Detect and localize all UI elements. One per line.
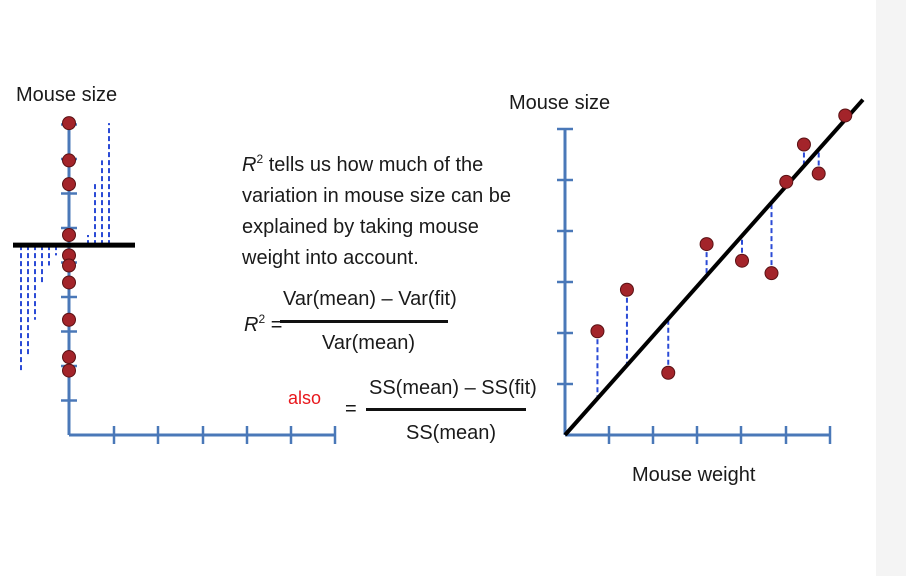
left-data-point <box>62 312 76 327</box>
equation-1-numerator: Var(mean) – Var(fit) <box>283 288 457 310</box>
right-y-axis-title: Mouse size <box>509 92 611 114</box>
right-data-point <box>699 237 714 252</box>
right-edge-strip <box>876 0 906 576</box>
also-label: also <box>288 388 322 408</box>
equation-1-fraction-bar <box>280 320 448 323</box>
right-x-axis-title: Mouse weight <box>632 464 756 486</box>
right-data-point <box>838 108 853 123</box>
r2-symbol: R <box>242 154 257 176</box>
left-data-point <box>62 350 76 365</box>
right-data-point <box>619 282 634 297</box>
description-line-1: R2 tells us how much of the <box>242 144 511 181</box>
left-data-point <box>62 363 76 378</box>
right-data-point <box>590 324 605 339</box>
left-data-point <box>62 227 76 242</box>
left-data-point <box>62 258 76 273</box>
fit-line <box>563 98 865 437</box>
description-line-3: explained by taking mouse <box>242 216 479 238</box>
right-data-point <box>796 137 811 152</box>
eq1-r2-exponent: 2 <box>258 312 266 326</box>
left-data-point <box>62 153 76 168</box>
right-data-point <box>764 266 779 281</box>
r2-exponent: 2 <box>256 152 264 166</box>
left-data-point <box>62 177 76 192</box>
right-data-point <box>661 365 676 380</box>
eq1-equals: = <box>265 314 283 336</box>
equation-1-lhs: R2 = <box>244 313 282 335</box>
right-data-point <box>779 174 794 189</box>
description-line-4: weight into account. <box>242 247 419 269</box>
right-data-point <box>811 166 826 181</box>
equation-2-equals: = <box>345 398 357 420</box>
equation-2-fraction-bar <box>366 408 526 411</box>
equation-1-denominator: Var(mean) <box>322 332 415 354</box>
description-line-1-text: tells us how much of the <box>263 154 484 176</box>
equation-2-numerator: SS(mean) – SS(fit) <box>369 377 537 399</box>
r-squared-description: R2 tells us how much of the variation in… <box>242 144 511 274</box>
eq1-r2-symbol: R <box>244 314 259 336</box>
left-data-point <box>62 116 76 131</box>
left-y-axis-title: Mouse size <box>16 84 118 106</box>
description-line-2: variation in mouse size can be <box>242 185 512 207</box>
right-data-point <box>735 253 749 268</box>
equation-2-denominator: SS(mean) <box>406 422 497 444</box>
left-data-point <box>62 275 76 290</box>
